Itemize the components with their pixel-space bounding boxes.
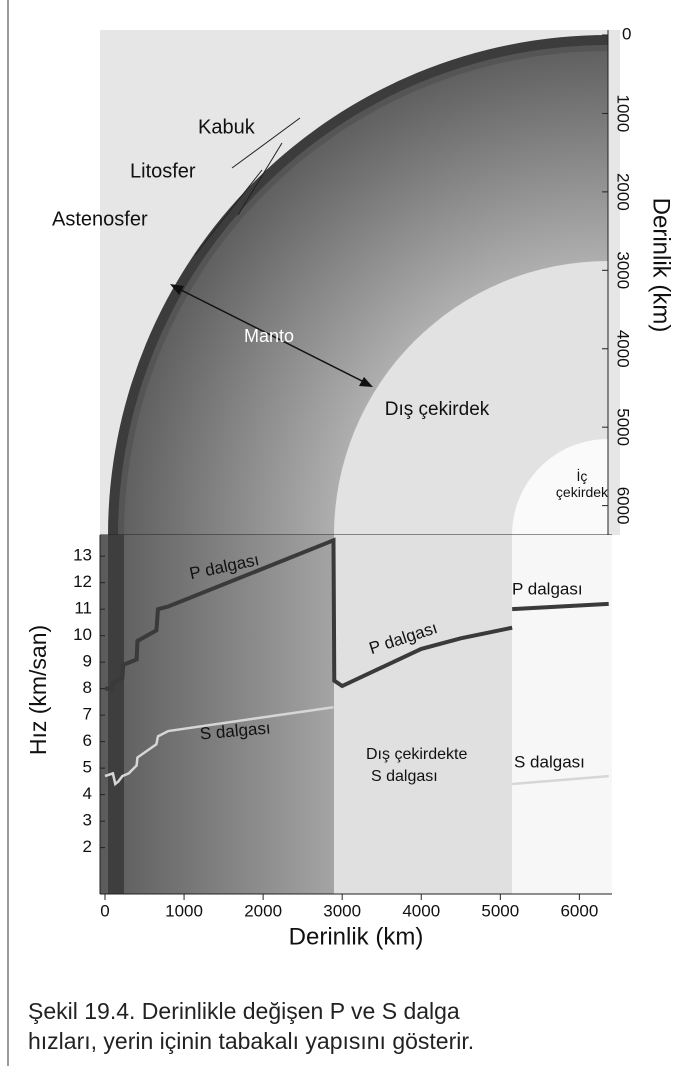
x-tick-label: 4000 <box>402 901 440 920</box>
depth-tick-label: 4000 <box>614 330 633 368</box>
y-tick-label: 10 <box>73 625 92 644</box>
y-axis-title: Hız (km/san) <box>25 625 51 755</box>
depth-tick-label: 6000 <box>614 487 633 525</box>
depth-tick-label: 1000 <box>614 95 633 133</box>
depth-tick-label: 3000 <box>614 251 633 289</box>
x-tick-label: 5000 <box>481 901 519 920</box>
y-tick-label: 7 <box>83 705 92 724</box>
depth-tick-label: 5000 <box>614 408 633 446</box>
caption-line: hızları, yerin içinin tabakalı yapısını … <box>28 1028 474 1055</box>
annotation-line: S dalgası <box>371 768 438 785</box>
y-tick-label: 5 <box>83 758 92 777</box>
x-tick-label: 0 <box>100 901 109 920</box>
x-axis-title: Derinlik (km) <box>289 923 424 950</box>
outer-core-region <box>334 535 512 894</box>
y-tick-label: 2 <box>83 837 92 856</box>
y-tick-label: 6 <box>83 731 92 750</box>
layer-label: İç çekirdek <box>552 468 612 500</box>
layer-label: Dış çekirdek <box>382 400 492 420</box>
x-tick-label: 1000 <box>165 901 203 920</box>
y-tick-label: 3 <box>83 811 92 830</box>
layer-label: Kabuk <box>198 116 256 138</box>
y-tick-label: 13 <box>73 546 92 565</box>
y-tick-label: 8 <box>83 678 92 697</box>
y-tick-label: 9 <box>83 652 92 671</box>
y-tick-label: 11 <box>74 599 92 618</box>
figure: Kabuk Litosfer Astenosfer Manto Derinlik… <box>0 0 686 1066</box>
y-tick-label: 12 <box>73 572 92 591</box>
x-tick-label: 6000 <box>560 901 598 920</box>
annotation-line: Dış çekirdekte <box>366 746 467 763</box>
layer-label: Manto <box>244 326 294 346</box>
x-tick-label: 2000 <box>244 901 282 920</box>
y-tick-label: 4 <box>83 784 92 803</box>
depth-tick-label: 2000 <box>614 173 633 211</box>
depth-axis-title: Derinlik (km) <box>648 198 675 333</box>
layer-label: Litosfer <box>130 160 196 182</box>
caption-line: Şekil 19.4. Derinlikle değişen P ve S da… <box>28 998 460 1025</box>
depth-tick-label: 0 <box>622 24 631 43</box>
annotation: P dalgası <box>512 579 583 598</box>
annotation: S dalgası <box>514 752 585 771</box>
layer-label: Astenosfer <box>52 208 148 230</box>
crust-strip <box>108 535 124 894</box>
x-tick-label: 3000 <box>323 901 361 920</box>
page: Kabuk Litosfer Astenosfer Manto Derinlik… <box>0 0 686 1066</box>
